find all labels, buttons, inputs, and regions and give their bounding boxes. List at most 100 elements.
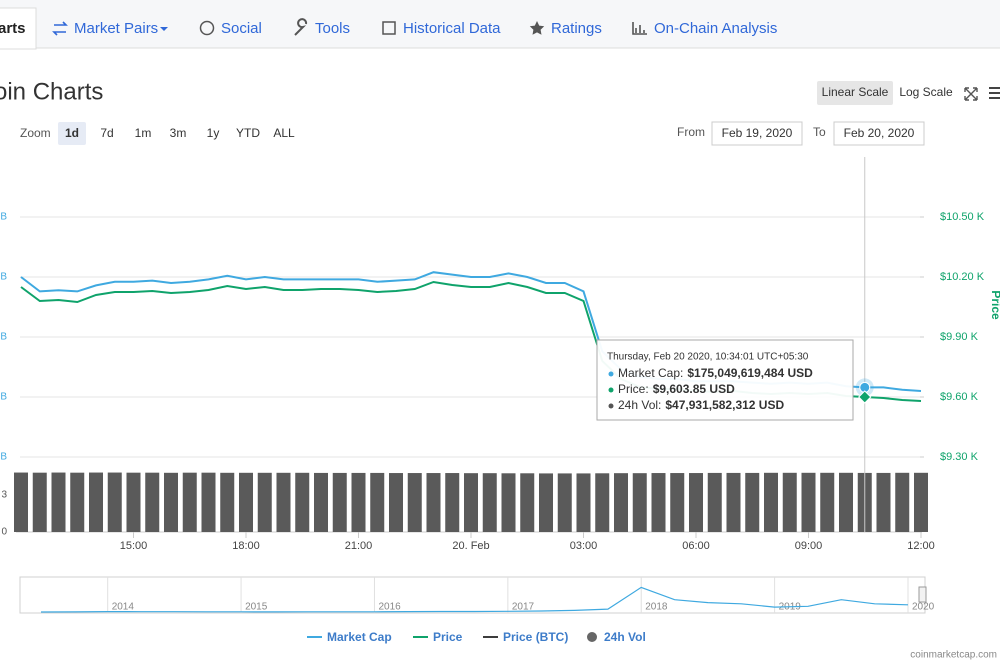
x-tick-label: 06:00 <box>682 540 710 552</box>
zoom-button[interactable]: 3m <box>170 126 187 140</box>
tab[interactable]: Ratings <box>551 20 602 37</box>
navigator-year: 2020 <box>912 602 935 613</box>
icon <box>529 21 545 35</box>
volume-bar <box>801 472 816 532</box>
navigator-handle[interactable] <box>918 586 927 603</box>
x-tick-label: 09:00 <box>795 540 823 552</box>
y2-tick-label: $9.60 K <box>940 391 979 403</box>
date-input[interactable] <box>833 121 925 146</box>
zoom-button-bg[interactable] <box>129 122 157 145</box>
x-tick-label: 12:00 <box>907 540 935 552</box>
navigator-year: 2016 <box>378 602 401 613</box>
to-date[interactable]: Feb 20, 2020 <box>844 126 915 140</box>
volume-bar <box>876 472 891 532</box>
fullscreen-icon[interactable] <box>964 87 978 101</box>
legend-label[interactable]: 24h Vol <box>604 630 646 644</box>
zoom-label: Zoom <box>20 126 51 140</box>
from-label: From <box>677 125 705 139</box>
tab[interactable]: Historical Data <box>403 20 501 37</box>
volume-bar <box>126 472 141 532</box>
tooltip-row: 24h Vol: $47,931,582,312 USD <box>618 398 784 412</box>
volume-bar <box>820 472 835 532</box>
y2-tick-label: $10.50 K <box>940 211 985 223</box>
tab[interactable]: Tools <box>315 20 350 37</box>
x-tick-label: 21:00 <box>345 540 373 552</box>
button-bg[interactable] <box>817 81 893 105</box>
volume-bar <box>14 472 28 532</box>
icon <box>382 21 396 35</box>
legend-label[interactable]: Market Cap <box>327 630 392 644</box>
volume-bar <box>164 472 178 532</box>
volume-bar <box>89 472 103 532</box>
navigator-line <box>40 586 909 613</box>
menu-icon[interactable] <box>989 87 1000 99</box>
volume-bar <box>220 472 235 532</box>
tooltip-value: $9,603.85 USD <box>653 382 735 396</box>
zoom-button[interactable]: 1d <box>65 126 79 140</box>
legend-label[interactable]: Price <box>433 630 463 644</box>
tooltip-bullet <box>608 387 614 393</box>
zoom-button[interactable]: 1y <box>207 126 220 140</box>
date-input[interactable] <box>711 121 803 146</box>
active-tab[interactable] <box>0 7 37 50</box>
volume-bar <box>651 473 666 532</box>
volume-bar <box>332 472 347 532</box>
zoom-button[interactable]: 1m <box>135 126 152 140</box>
x-tick-label: 20. Feb <box>452 540 489 552</box>
zoom-buttons: 1d 7d 1m 3m 1y YTD ALL <box>58 122 299 145</box>
tooltip-label: Market Cap: <box>618 366 683 380</box>
volume-bar <box>595 473 610 532</box>
zoom-button-bg[interactable] <box>233 122 263 145</box>
zoom-button-bg[interactable] <box>164 122 192 145</box>
volume-bar <box>314 472 328 532</box>
volume-bar <box>426 473 441 532</box>
y3-tick-label: 3 <box>1 490 7 501</box>
tab[interactable]: Market Pairs <box>74 20 158 37</box>
volume-bar <box>32 472 47 532</box>
volume-bar <box>482 473 497 532</box>
tab[interactable]: On-Chain Analysis <box>654 20 777 37</box>
tooltip-row: Market Cap: $175,049,619,484 USD <box>618 366 813 380</box>
volume-bar <box>351 472 366 532</box>
volume-bar <box>389 473 403 532</box>
zoom-button-bg[interactable] <box>269 122 299 145</box>
volume-bar <box>70 472 85 532</box>
zoom-button[interactable]: ALL <box>273 126 295 140</box>
icon <box>52 21 68 36</box>
volume-bar <box>464 473 478 532</box>
x-tick-label: 03:00 <box>570 540 598 552</box>
volume-bar <box>670 473 685 532</box>
tooltip-bullet <box>608 403 614 409</box>
volume-bar <box>782 472 797 532</box>
icon <box>199 20 215 36</box>
volume-bar <box>501 473 516 532</box>
volume-bar <box>201 472 216 532</box>
zoom-button[interactable]: 7d <box>100 126 113 140</box>
navigator-year: 2014 <box>112 602 135 613</box>
volume-bar <box>839 472 853 532</box>
zoom-button[interactable]: YTD <box>236 126 260 140</box>
zoom-button-bg[interactable] <box>58 122 86 145</box>
volume-bar <box>745 472 760 532</box>
y2-tick-label: $9.90 K <box>940 331 979 343</box>
tooltip-row: Price: $9,603.85 USD <box>618 382 735 396</box>
zoom-button-bg[interactable] <box>199 122 227 145</box>
legend-label[interactable]: Price (BTC) <box>503 630 568 644</box>
volume-bar <box>370 472 385 532</box>
volume-bar <box>764 472 778 532</box>
tab[interactable]: Social <box>221 20 262 37</box>
tooltip <box>596 339 854 421</box>
y2-axis-title: Price <box>989 290 1000 320</box>
tooltip-label: 24h Vol: <box>618 398 661 412</box>
legend-symbol <box>587 632 597 642</box>
zoom-button-bg[interactable] <box>93 122 121 145</box>
scale-button[interactable]: Linear Scale <box>822 85 889 99</box>
y2-tick-label: $9.30 K <box>940 451 979 463</box>
tab[interactable]: arts <box>0 20 26 37</box>
scale-button[interactable]: Log Scale <box>899 85 953 99</box>
tooltip-bullet <box>608 371 614 377</box>
from-date[interactable]: Feb 19, 2020 <box>722 126 793 140</box>
volume-bar <box>576 473 591 532</box>
y2-tick-label: $10.20 K <box>940 271 985 283</box>
